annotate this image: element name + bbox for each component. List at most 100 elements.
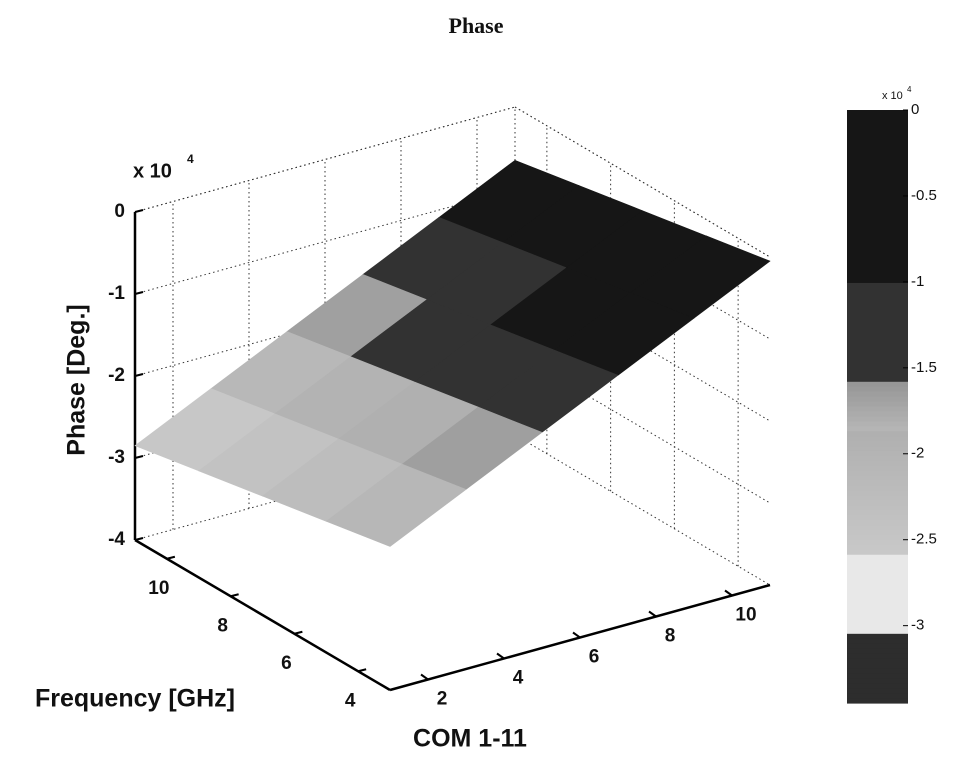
colorbar-band bbox=[847, 198, 908, 205]
x-tick bbox=[357, 668, 367, 673]
colorbar-band bbox=[847, 441, 908, 447]
colorbar-band bbox=[847, 475, 908, 482]
colorbar-band bbox=[847, 426, 908, 432]
colorbar-band bbox=[847, 332, 908, 338]
y-tick-label: 2 bbox=[437, 689, 448, 710]
colorbar-band bbox=[847, 376, 908, 383]
colorbar-scale-label: x 10 bbox=[882, 90, 903, 102]
colorbar-band bbox=[847, 179, 908, 185]
colorbar-band bbox=[847, 539, 908, 546]
colorbar-band bbox=[847, 574, 908, 581]
colorbar-band bbox=[847, 643, 908, 650]
z-tick-label: -1 bbox=[108, 283, 125, 304]
colorbar-band bbox=[847, 698, 908, 704]
colorbar-band bbox=[847, 114, 908, 121]
z-tick bbox=[134, 455, 144, 459]
colorbar-band bbox=[847, 282, 908, 289]
colorbar-band bbox=[847, 515, 908, 521]
colorbar-band bbox=[847, 594, 908, 600]
colorbar-band bbox=[847, 337, 908, 343]
colorbar-band bbox=[847, 628, 908, 635]
colorbar-band bbox=[847, 174, 908, 180]
colorbar-band bbox=[847, 322, 908, 329]
colorbar-band bbox=[847, 189, 908, 195]
colorbar-band bbox=[847, 673, 908, 679]
y-tick bbox=[648, 610, 657, 618]
y-tick bbox=[420, 673, 429, 681]
colorbar-band bbox=[847, 480, 908, 487]
colorbar-band bbox=[847, 366, 908, 373]
colorbar-band bbox=[847, 416, 908, 422]
z-axis-label: Phase [Deg.] bbox=[63, 304, 91, 455]
colorbar-band bbox=[847, 154, 908, 161]
colorbar-band bbox=[847, 213, 908, 220]
colorbar-band bbox=[847, 544, 908, 551]
colorbar-band bbox=[847, 500, 908, 506]
box-edge bbox=[134, 106, 516, 213]
colorbar-band bbox=[847, 228, 908, 235]
colorbar-band bbox=[847, 268, 908, 274]
z-tick bbox=[134, 537, 144, 541]
x-tick-label: 4 bbox=[345, 690, 356, 711]
colorbar-band bbox=[847, 569, 908, 576]
z-tick-label: -2 bbox=[108, 365, 125, 386]
colorbar-band bbox=[847, 579, 908, 585]
colorbar-band bbox=[847, 396, 908, 403]
colorbar-band bbox=[847, 668, 908, 674]
colorbar-band bbox=[847, 218, 908, 225]
x-tick bbox=[294, 630, 303, 635]
colorbar-band bbox=[847, 450, 908, 457]
colorbar-band bbox=[847, 149, 908, 156]
colorbar-band bbox=[847, 381, 908, 388]
colorbar-band bbox=[847, 243, 908, 249]
z-tick-label: -4 bbox=[108, 529, 125, 550]
colorbar-band bbox=[847, 352, 908, 358]
colorbar-band bbox=[847, 401, 908, 408]
colorbar-tick-label: -0.5 bbox=[911, 187, 937, 204]
colorbar-band bbox=[847, 317, 908, 324]
z-tick bbox=[134, 373, 144, 377]
colorbar-band bbox=[847, 460, 908, 467]
z-scale-exponent: 4 bbox=[187, 152, 194, 166]
colorbar-band bbox=[847, 184, 908, 190]
surface-patch bbox=[325, 463, 467, 547]
colorbar-band bbox=[847, 159, 908, 165]
colorbar-band bbox=[847, 357, 908, 363]
colorbar-band bbox=[847, 549, 908, 556]
colorbar-band bbox=[847, 292, 908, 299]
colorbar-band bbox=[847, 609, 908, 615]
colorbar-scale-exponent: 4 bbox=[907, 85, 912, 94]
colorbar-band bbox=[847, 263, 908, 269]
colorbar-band bbox=[847, 139, 908, 146]
colorbar-band bbox=[847, 663, 908, 670]
colorbar-band bbox=[847, 618, 908, 625]
y-tick bbox=[572, 631, 581, 639]
colorbar-band bbox=[847, 406, 908, 413]
colorbar-band bbox=[847, 688, 908, 694]
colorbar-band bbox=[847, 169, 908, 175]
z-tick bbox=[134, 291, 144, 295]
x-axis bbox=[134, 538, 391, 692]
y-tick-label: 4 bbox=[513, 668, 524, 689]
colorbar-band bbox=[847, 589, 908, 595]
z-tick bbox=[134, 209, 144, 213]
chart-title: Phase bbox=[449, 13, 504, 38]
colorbar-band bbox=[847, 584, 908, 590]
colorbar-band bbox=[847, 633, 908, 640]
grid-line bbox=[514, 434, 771, 586]
colorbar-band bbox=[847, 110, 908, 116]
colorbar-band bbox=[847, 258, 908, 264]
colorbar-band bbox=[847, 278, 908, 284]
colorbar-band bbox=[847, 421, 908, 427]
colorbar-band bbox=[847, 525, 908, 531]
colorbar-band bbox=[847, 604, 908, 610]
colorbar-band bbox=[847, 238, 908, 245]
colorbar-band bbox=[847, 203, 908, 210]
colorbar-band bbox=[847, 253, 908, 259]
colorbar-band bbox=[847, 648, 908, 655]
colorbar-band bbox=[847, 658, 908, 665]
y-tick-label: 8 bbox=[665, 626, 676, 647]
x-tick bbox=[166, 555, 176, 560]
colorbar-band bbox=[847, 490, 908, 497]
